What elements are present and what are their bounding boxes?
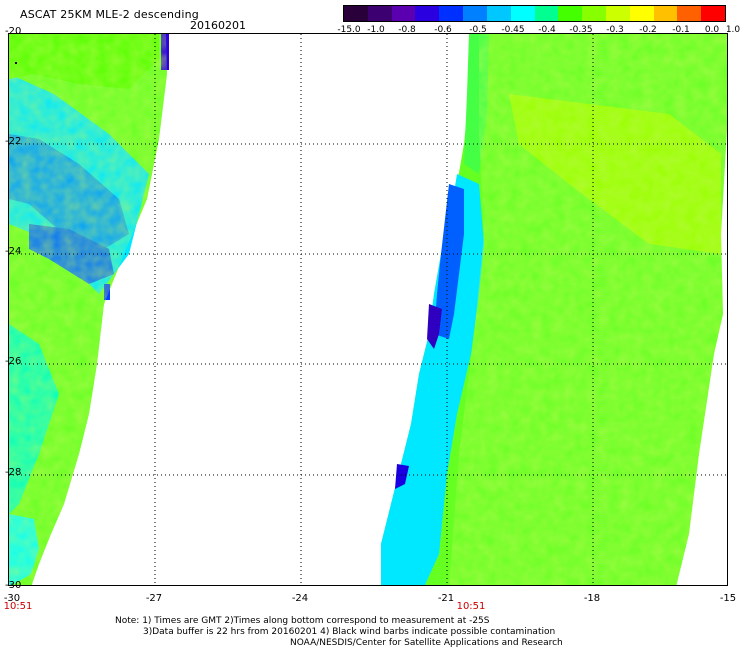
colorbar-tick-label: -0.4 xyxy=(538,25,556,35)
colorbar-swatch xyxy=(534,6,559,21)
colorbar-tick-label: -0.35 xyxy=(569,25,593,35)
colorbar-tick-label: 1.0 xyxy=(725,25,740,35)
colorbar-swatch xyxy=(558,6,583,21)
right-swath-deep-blue xyxy=(427,304,442,349)
colorbar-tick-label: -0.5 xyxy=(469,25,487,35)
colorbar-swatch xyxy=(677,6,702,21)
x-label: -27 xyxy=(145,593,163,604)
colorbar-swatch xyxy=(653,6,678,21)
y-label: -30 xyxy=(5,580,22,591)
y-label: -20 xyxy=(5,26,22,37)
colorbar-tick-label: -0.2 xyxy=(639,25,657,35)
colorbar xyxy=(343,5,726,22)
swath-map xyxy=(9,34,727,585)
colorbar-swatch xyxy=(463,6,487,21)
colorbar-tick-labels: -15.0 -1.0 -0.8 -0.6 -0.5 -0.45 -0.4 -0.35 -0.3 -… xyxy=(333,25,740,37)
right-swath-blue-low xyxy=(395,464,409,489)
colorbar-swatch xyxy=(582,6,606,21)
map-title: ASCAT 25KM MLE-2 descending xyxy=(20,8,199,21)
x-label: -24 xyxy=(291,593,309,604)
colorbar-swatch xyxy=(486,6,511,21)
colorbar-swatch xyxy=(391,6,416,21)
x-label: -18 xyxy=(583,593,601,604)
colorbar-tick-label: -0.3 xyxy=(606,25,624,35)
y-label: -24 xyxy=(5,246,22,257)
right-swath-blue xyxy=(434,184,464,339)
colorbar-swatch xyxy=(701,6,725,21)
x-label: -15 xyxy=(719,593,737,604)
colorbar-tick-label: -0.8 xyxy=(398,25,416,35)
map-date: 20160201 xyxy=(190,19,246,32)
y-label: -28 xyxy=(5,467,22,478)
y-label: -22 xyxy=(5,136,22,147)
small-black-dot xyxy=(15,62,17,64)
colorbar-swatch xyxy=(415,6,440,21)
colorbar-tick-label: -0.1 xyxy=(672,25,690,35)
colorbar-swatch xyxy=(629,6,654,21)
colorbar-tick-label: -1.0 xyxy=(367,25,385,35)
x-label: -30 xyxy=(3,593,21,604)
y-label: -26 xyxy=(5,356,22,367)
pass-time: 10:51 xyxy=(3,601,33,612)
colorbar-swatch xyxy=(439,6,464,21)
colorbar-tick-label: 0.0 xyxy=(704,25,720,35)
colorbar-swatch xyxy=(344,6,368,21)
grid-lines xyxy=(9,34,727,585)
footnote-line-1: Note: 1) Times are GMT 2)Times along bot… xyxy=(115,616,490,626)
colorbar-swatch xyxy=(605,6,630,21)
colorbar-tick-label: -0.45 xyxy=(501,25,525,35)
colorbar-tick-label: -15.0 xyxy=(337,25,361,35)
speckle-texture xyxy=(9,34,727,585)
map-plot-area xyxy=(8,33,728,586)
footnote-line-3: NOAA/NESDIS/Center for Satellite Applica… xyxy=(290,638,563,648)
x-label: -21 xyxy=(437,593,455,604)
colorbar-swatch xyxy=(367,6,392,21)
colorbar-swatch xyxy=(510,6,535,21)
footnote-line-2: 3)Data buffer is 22 hrs from 20160201 4)… xyxy=(143,627,556,637)
pass-time: 10:51 xyxy=(456,601,486,612)
colorbar-tick-label: -0.6 xyxy=(434,25,452,35)
